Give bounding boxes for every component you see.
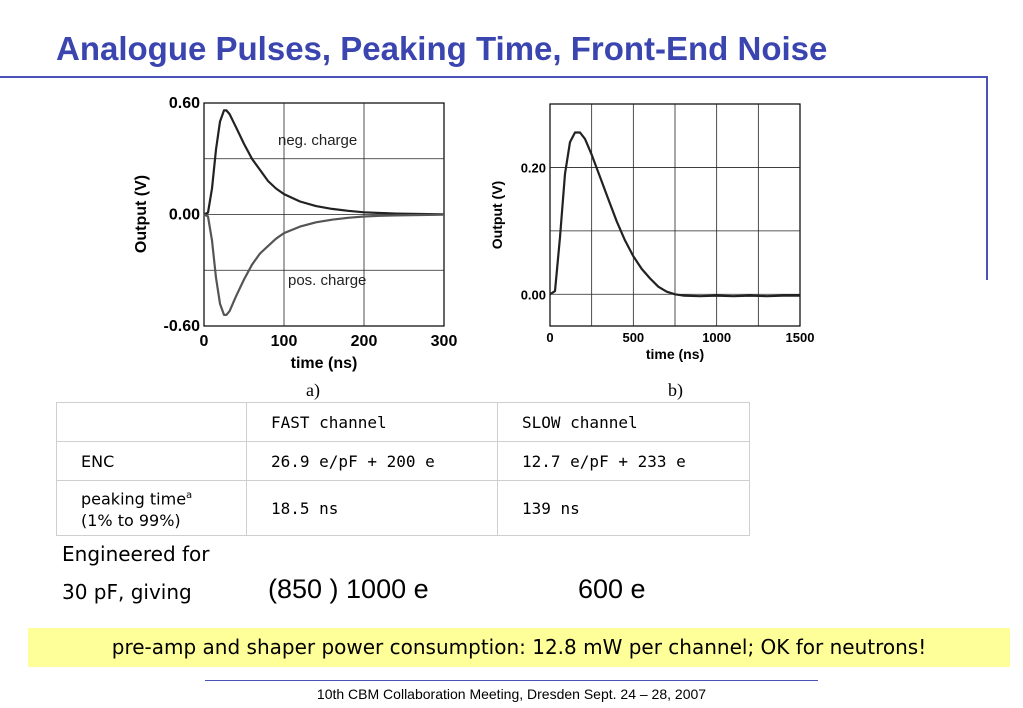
chart-b-xlabel: time (ns) [646,346,704,362]
footer-rule [205,680,818,681]
chart-x-tick-label: 1000 [702,330,731,345]
chart-a-tick-labels: 0 100 200 300 -0.60 0.00 0.60 [164,95,458,350]
chart-a-panel-label: a) [306,380,320,400]
engineered-line1: Engineered for [62,542,210,566]
chart-b-pulse: 0 500 1000 1500 0.00 0.20 time (ns) Output (V… [489,103,815,362]
chart-b-panel-label: b) [668,380,683,400]
cell-peaking-slow: 139 ns [497,480,750,536]
chart-a-ylabel: Output (V) [133,175,150,253]
peaking-label-line2: (1% to 99%) [81,510,181,530]
peaking-label-footnote: a [186,490,193,502]
chart-x-tick-label: 100 [271,333,298,350]
enc-table: FAST channel SLOW channel ENC 26.9 e/pF … [56,402,750,536]
chart-series-line-0 [549,131,800,298]
table-row: peaking timea (1% to 99%) 18.5 ns 139 ns [56,480,750,536]
chart-a-annotation-pos: pos. charge [288,272,366,289]
table-header-fast: FAST channel [246,402,498,442]
chart-b-series [549,131,800,298]
chart-y-tick-label: -0.60 [164,318,201,335]
cell-enc-fast: 26.9 e/pF + 200 e [246,441,498,481]
chart-x-tick-label: 500 [622,330,644,345]
chart-x-tick-label: 200 [351,333,378,350]
chart-a-series [203,109,445,316]
slide-title: Analogue Pulses, Peaking Time, Front-End… [56,30,828,67]
cell-enc-slow: 12.7 e/pF + 233 e [497,441,750,481]
chart-b-tick-labels: 0 500 1000 1500 0.00 0.20 [521,160,815,345]
chart-x-tick-label: 300 [431,333,458,350]
chart-y-tick-label: 0.60 [169,95,200,112]
chart-series-line-0 [203,109,445,216]
chart-b-grid [550,104,800,326]
chart-y-tick-label: 0.20 [521,160,546,175]
chart-y-tick-label: 0.00 [169,207,200,224]
table-header-row: FAST channel SLOW channel [56,402,750,442]
footer-text: 10th CBM Collaboration Meeting, Dresden … [316,686,707,702]
chart-series-line-1 [203,213,445,316]
power-consumption-banner: pre-amp and shaper power consumption: 12… [28,628,1010,667]
engineered-line2: 30 pF, giving [62,580,192,604]
table-header-empty [56,402,247,442]
row-label-peaking: peaking timea (1% to 99%) [56,480,247,536]
table-row: ENC 26.9 e/pF + 200 e 12.7 e/pF + 233 e [56,441,750,481]
chart-a-xlabel: time (ns) [291,355,358,372]
chart-y-tick-label: 0.00 [521,287,546,302]
chart-b-ylabel: Output (V) [489,181,505,249]
right-border-line [986,76,988,280]
peaking-label-line1: peaking time [81,489,187,509]
chart-x-tick-label: 0 [200,333,209,350]
slow-noise-value: 600 e [578,574,646,604]
row-label-enc: ENC [56,441,247,481]
chart-a-pulses: 0 100 200 300 -0.60 0.00 0.60 neg. charge pos.… [133,95,458,372]
cell-peaking-fast: 18.5 ns [246,480,498,536]
fast-noise-value: (850 ) 1000 e [268,574,429,604]
title-underline [0,76,988,78]
chart-x-tick-label: 1500 [786,330,815,345]
chart-x-tick-label: 0 [546,330,553,345]
table-header-slow: SLOW channel [497,402,750,442]
chart-a-annotation-neg: neg. charge [278,132,357,149]
